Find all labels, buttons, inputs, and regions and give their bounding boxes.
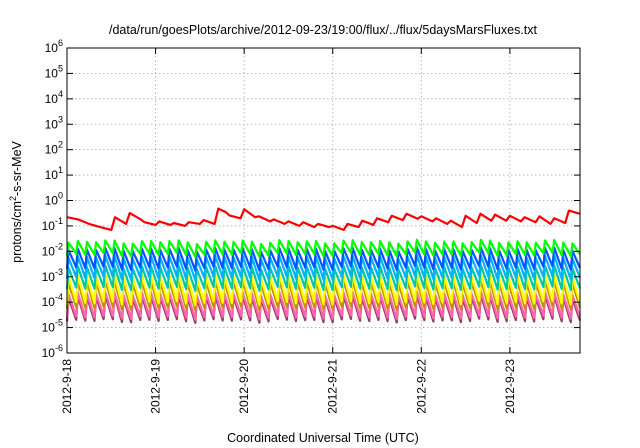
y-tick-label: 100 — [45, 191, 63, 208]
y-tick-label: 10-2 — [42, 241, 63, 258]
y-tick-label: 10-4 — [42, 292, 63, 309]
y-tick-label: 103 — [45, 114, 63, 131]
y-axis-title: protons/cm2-s-sr-MeV — [8, 140, 24, 262]
x-tick-label: 2012-9-18 — [60, 359, 74, 414]
series-group — [65, 207, 582, 324]
x-tick-label: 2012-9-21 — [326, 359, 340, 414]
y-tick-label: 104 — [45, 89, 63, 106]
series-line — [66, 207, 581, 231]
y-tick-label: 101 — [45, 165, 63, 182]
y-tick-label: 10-1 — [42, 216, 63, 233]
axis-ticks — [66, 47, 580, 354]
chart-title: /data/run/goesPlots/archive/2012-09-23/1… — [109, 23, 538, 37]
x-axis-title: Coordinated Universal Time (UTC) — [227, 431, 419, 445]
y-tick-label: 10-6 — [42, 343, 63, 360]
y-tick-label: 102 — [45, 140, 63, 157]
series-line — [65, 238, 581, 258]
x-tick-label: 2012-9-19 — [149, 359, 163, 414]
x-tick-label: 2012-9-22 — [414, 359, 428, 414]
series-line — [65, 246, 582, 272]
x-tick-label: 2012-9-23 — [503, 359, 517, 414]
y-tick-label: 105 — [45, 63, 63, 80]
y-tick-label: 10-5 — [42, 318, 63, 335]
y-axis: 10-6 10-5 10-4 10-3 10-2 10-1 100 101 102 103 104 1… — [42, 38, 63, 360]
y-tick-label: 10-3 — [42, 267, 63, 284]
x-tick-label: 2012-9-20 — [237, 359, 251, 414]
y-tick-label: 106 — [45, 38, 63, 55]
x-axis: 2012-9-18 2012-9-19 2012-9-20 2012-9-21 2012… — [60, 359, 517, 414]
